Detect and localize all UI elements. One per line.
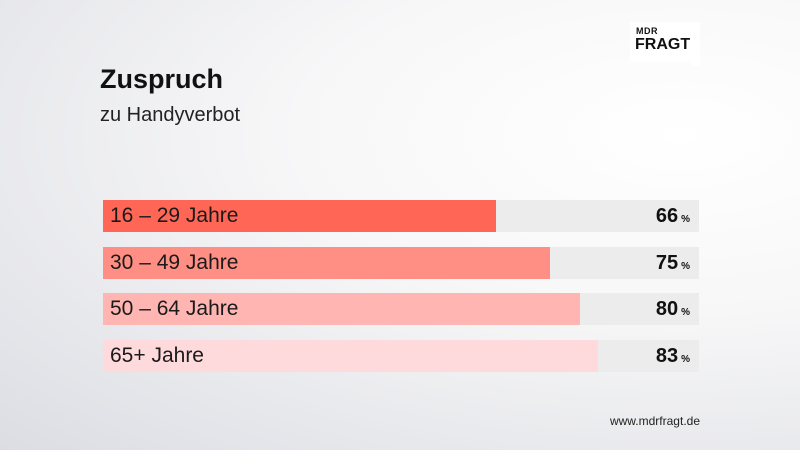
category-label: 50 – 64 Jahre: [110, 297, 239, 320]
category-label: 16 – 29 Jahre: [110, 204, 239, 227]
bar-row: 30 – 49 Jahre 75%: [103, 246, 699, 279]
value-label: 80%: [656, 293, 690, 329]
bar-row: 16 – 29 Jahre 66%: [103, 200, 699, 232]
mdr-fragt-logo: MDR FRAGT: [630, 22, 700, 66]
bar: [103, 200, 497, 232]
bar-row: 65+ Jahre 83%: [103, 339, 699, 372]
value-unit: %: [681, 307, 690, 318]
category-label: 30 – 49 Jahre: [110, 250, 239, 274]
value-number: 75: [655, 251, 679, 274]
footer-url: www.mdrfragt.de: [609, 414, 700, 428]
bar: [103, 246, 550, 279]
value-number: 80: [655, 298, 679, 320]
value-label: 83%: [656, 340, 690, 376]
logo-line-1: MDR: [636, 26, 658, 36]
logo-line-2: FRAGT: [635, 36, 691, 53]
value-unit: %: [681, 260, 690, 272]
value-unit: %: [681, 353, 690, 365]
bar-chart: 16 – 29 Jahre 66% 30 – 49 Jahre 75% 50 – 64 …: [103, 200, 699, 386]
category-label: 65+ Jahre: [110, 343, 204, 367]
value-label: 66%: [656, 200, 690, 236]
bar: [103, 339, 598, 372]
bar: [103, 293, 580, 325]
chart-title: Zuspruch: [100, 64, 224, 94]
value-number: 66: [655, 205, 679, 227]
value-unit: %: [681, 214, 690, 225]
chart-subtitle: zu Handyverbot: [100, 104, 241, 126]
bar-row: 50 – 64 Jahre 80%: [103, 293, 699, 325]
value-label: 75%: [656, 247, 690, 283]
value-number: 83: [655, 344, 679, 367]
